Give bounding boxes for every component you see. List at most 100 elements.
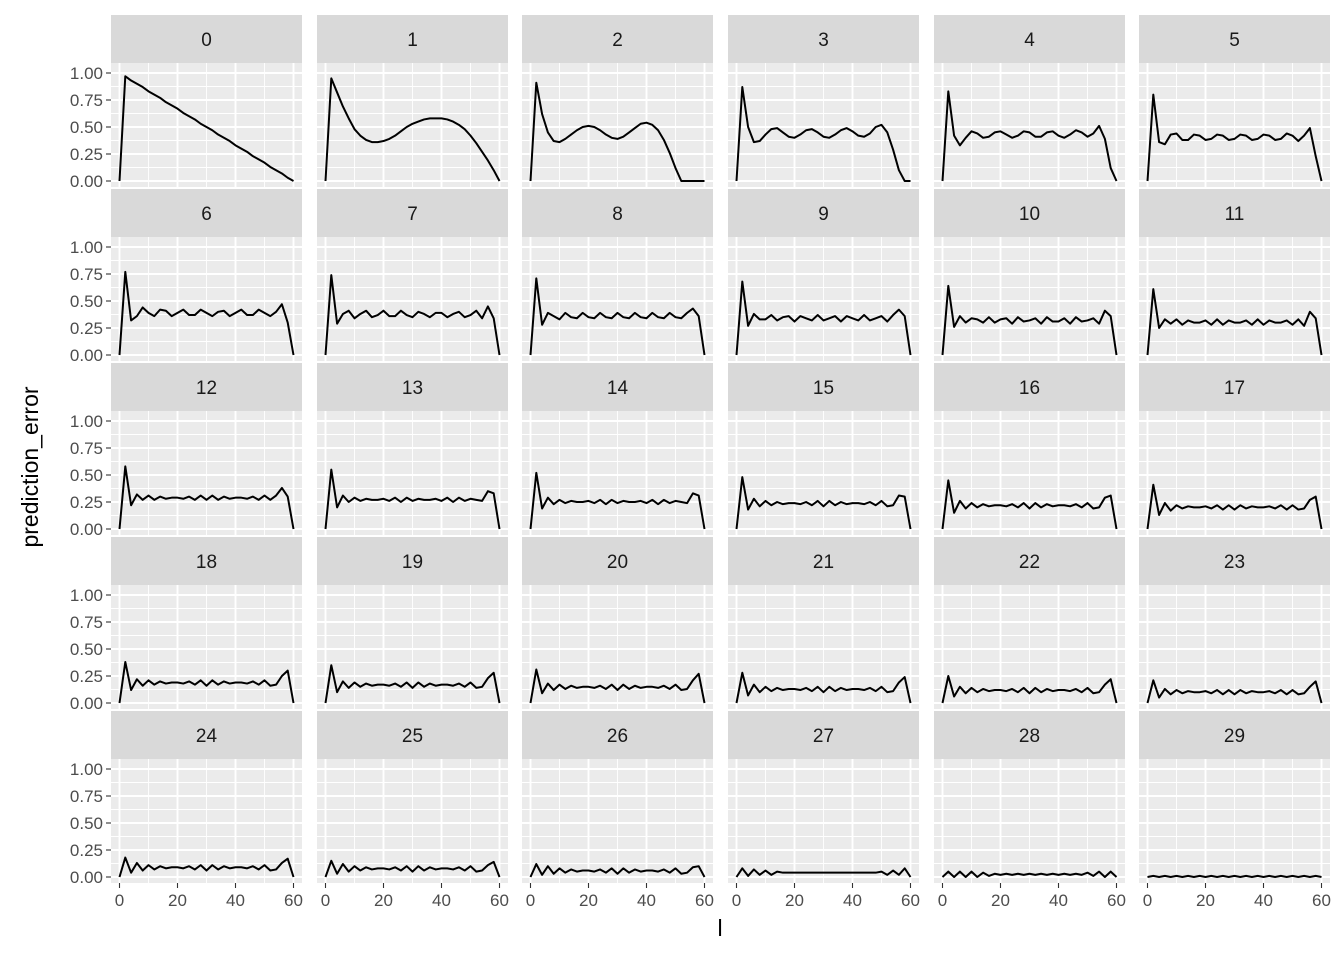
facet-panel: 21 — [728, 537, 919, 709]
y-tick-label: 1.00 — [70, 238, 103, 257]
y-tick-label: 0.25 — [70, 493, 103, 512]
facet-panel: 20 — [522, 537, 713, 709]
facet-panel: 19 — [317, 537, 508, 709]
facet-panel: 29 0 20 40 60 — [1139, 711, 1331, 910]
y-axis-title: prediction_error — [17, 386, 43, 547]
facet-strip-label: 16 — [1019, 378, 1040, 399]
facet-panel: 27 0 20 40 60 — [728, 711, 920, 910]
facet-strip-label: 11 — [1225, 204, 1245, 225]
facet-panel: 3 — [728, 15, 919, 187]
facet-strip — [934, 363, 1125, 411]
x-axis-title: l — [717, 915, 722, 941]
x-tick-label: 20 — [168, 891, 187, 910]
x-tick-label: 20 — [374, 891, 393, 910]
facet-strip-label: 17 — [1224, 378, 1245, 399]
facet-panel: 0 0.00 0.25 0.50 0.75 1.00 — [70, 15, 302, 191]
x-tick-label: 20 — [991, 891, 1010, 910]
facet-strip — [1139, 537, 1330, 585]
y-tick-label: 0.25 — [70, 319, 103, 338]
x-tick-label: 40 — [226, 891, 245, 910]
series-line — [324, 664, 501, 704]
x-tick-label: 40 — [1049, 891, 1068, 910]
x-tick-label: 0 — [115, 891, 124, 910]
y-tick-label: 0.50 — [70, 640, 103, 659]
series-line — [941, 284, 1118, 356]
x-tick-label: 20 — [785, 891, 804, 910]
facet-strip — [111, 363, 302, 411]
facet-strip-label: 0 — [201, 30, 212, 51]
facet-strip — [317, 537, 508, 585]
facet-panel: 12 0.00 0.25 0.50 0.75 1.00 — [70, 363, 302, 539]
facet-panel: 11 — [1139, 189, 1330, 361]
x-tick-label: 0 — [526, 891, 535, 910]
facet-strip — [934, 537, 1125, 585]
y-tick-label: 0.75 — [70, 439, 103, 458]
series-line — [1146, 483, 1323, 530]
facet-panel: 8 — [522, 189, 713, 361]
facet-strip — [1139, 363, 1330, 411]
y-tick-label: 0.75 — [70, 787, 103, 806]
series-line — [118, 660, 295, 704]
facet-strip — [111, 189, 302, 237]
series-line — [1146, 93, 1323, 182]
series-line — [529, 668, 706, 704]
y-tick-label: 0.00 — [70, 868, 103, 887]
y-tick-label: 0.00 — [70, 694, 103, 713]
facet-strip — [1139, 15, 1330, 63]
facet-panel: 24 0.00 0.25 0.50 0.75 1.00 0 20 40 60 — [70, 711, 303, 910]
y-tick-label: 1.00 — [70, 760, 103, 779]
facet-strip — [317, 711, 508, 759]
facet-strip — [111, 537, 302, 585]
x-tick-label: 40 — [1254, 891, 1273, 910]
y-tick-label: 0.50 — [70, 814, 103, 833]
x-tick-label: 20 — [579, 891, 598, 910]
facet-strip — [1139, 189, 1330, 237]
facet-panel: 7 — [317, 189, 508, 361]
facet-panel: 26 0 20 40 60 — [522, 711, 714, 910]
facet-strip — [522, 189, 713, 237]
y-tick-label: 0.50 — [70, 466, 103, 485]
series-line — [735, 867, 912, 878]
facet-strip-label: 8 — [612, 204, 623, 225]
series-line — [941, 90, 1118, 182]
facet-strip — [1139, 711, 1330, 759]
series-line — [324, 77, 501, 182]
series-line — [735, 476, 912, 530]
facet-strip-label: 29 — [1224, 726, 1245, 747]
facet-panel: 15 — [728, 363, 919, 535]
x-tick-label: 20 — [1196, 891, 1215, 910]
series-line — [324, 468, 501, 530]
y-tick-label: 0.00 — [70, 172, 103, 191]
facet-strip — [728, 363, 919, 411]
facet-panel: 28 0 20 40 60 — [934, 711, 1126, 910]
facet-panel: 5 — [1139, 15, 1330, 187]
facet-panel: 22 — [934, 537, 1125, 709]
series-line — [941, 870, 1118, 878]
facet-strip-label: 26 — [607, 726, 628, 747]
y-tick-label: 1.00 — [70, 586, 103, 605]
series-line — [735, 280, 912, 356]
y-tick-label: 0.50 — [70, 292, 103, 311]
facet-panel: 13 — [317, 363, 508, 535]
facet-strip — [934, 189, 1125, 237]
facet-strip-label: 15 — [813, 378, 834, 399]
x-tick-label: 0 — [732, 891, 741, 910]
facet-strip-label: 22 — [1019, 552, 1040, 573]
facet-strip-label: 14 — [607, 378, 629, 399]
y-tick-label: 0.50 — [70, 118, 103, 137]
series-line — [735, 671, 912, 704]
facet-strip — [317, 363, 508, 411]
facet-strip-label: 19 — [402, 552, 423, 573]
facet-strip-label: 6 — [201, 204, 212, 225]
series-line — [1147, 874, 1322, 878]
x-tick-label: 0 — [321, 891, 330, 910]
facet-strip — [522, 537, 713, 585]
facet-strip-label: 10 — [1019, 204, 1040, 225]
facet-panel: 16 — [934, 363, 1125, 535]
x-tick-label: 60 — [1312, 891, 1331, 910]
series-line — [529, 863, 706, 878]
facet-panel: 23 — [1139, 537, 1330, 709]
facet-strip — [728, 189, 919, 237]
series-line — [118, 856, 295, 878]
